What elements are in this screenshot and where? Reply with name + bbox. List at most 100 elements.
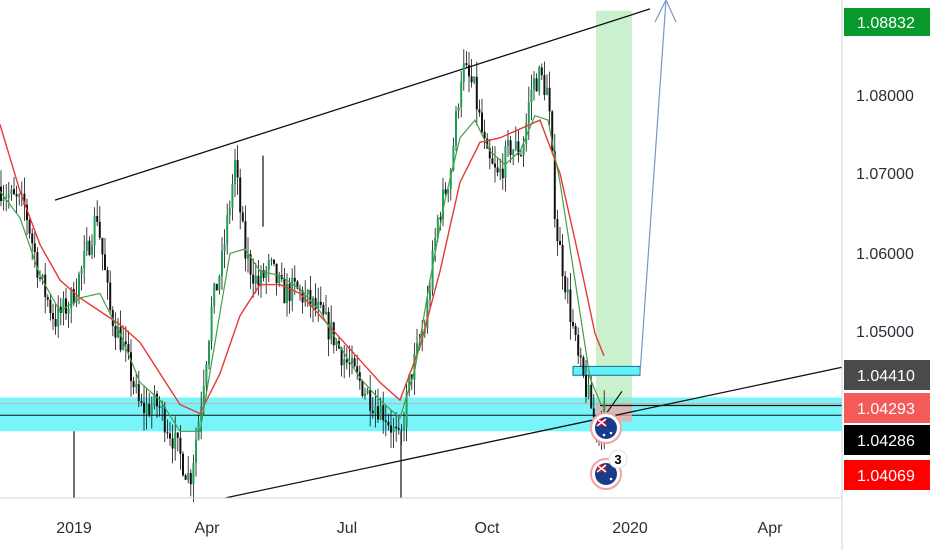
stop-price-badge: 1.04293 xyxy=(844,393,930,423)
candle-body xyxy=(156,393,158,407)
candle-body xyxy=(293,277,296,282)
candle-body xyxy=(384,420,387,422)
y-tick-label: 1.05000 xyxy=(856,324,914,341)
candle-body xyxy=(353,358,356,367)
candle-body xyxy=(130,352,132,382)
candle-body xyxy=(150,406,153,415)
candle-body xyxy=(13,189,15,195)
candle-body xyxy=(187,472,190,480)
stop-price-label: 1.04293 xyxy=(857,401,915,418)
candle-body xyxy=(306,289,309,295)
plot-area[interactable] xyxy=(0,0,843,502)
candle-body xyxy=(436,217,439,239)
candle-body xyxy=(98,221,101,238)
candle-body xyxy=(345,359,348,363)
candle-body xyxy=(553,151,556,220)
candle-body xyxy=(351,358,353,364)
candle-body xyxy=(267,259,270,271)
candle-body xyxy=(114,326,117,338)
candle-body xyxy=(403,426,405,430)
candle-body xyxy=(161,407,164,409)
candle-body xyxy=(444,189,447,194)
candle-body xyxy=(590,384,593,409)
candle-body xyxy=(496,167,499,173)
candle-body xyxy=(465,63,468,66)
candle-body xyxy=(356,366,359,373)
candle-body xyxy=(124,341,127,345)
candle-body xyxy=(379,405,382,420)
candle-body xyxy=(564,276,567,293)
candle-body xyxy=(260,270,262,286)
candle-body xyxy=(377,406,379,420)
target-price-badge: 1.08832 xyxy=(844,8,930,36)
candle-body xyxy=(452,145,455,170)
candle-body xyxy=(527,102,530,124)
candle-body xyxy=(221,251,223,277)
candle-body xyxy=(195,439,197,463)
candle-body xyxy=(179,437,182,454)
candle-body xyxy=(494,163,496,168)
candle-body xyxy=(572,322,574,326)
candle-body xyxy=(210,306,213,342)
candle-body xyxy=(577,334,580,356)
candle-body xyxy=(127,344,130,353)
candle-body xyxy=(28,220,31,234)
candle-body xyxy=(39,277,41,279)
candle-body xyxy=(236,160,239,178)
candle-body xyxy=(163,407,166,433)
candle-body xyxy=(462,63,465,82)
support-price-badge: 1.04286 xyxy=(844,425,930,455)
candle-body xyxy=(309,289,312,306)
candle-body xyxy=(122,341,125,350)
candle-body xyxy=(283,279,286,304)
candle-body xyxy=(57,306,60,327)
candle-body xyxy=(226,215,229,245)
candle-body xyxy=(397,428,400,430)
candle-body xyxy=(88,240,91,255)
candle-body xyxy=(96,215,99,222)
candle-body xyxy=(475,76,478,110)
candle-body xyxy=(325,311,327,314)
event-count-label: 3 xyxy=(614,452,621,467)
candle-body xyxy=(504,145,507,179)
candle-body xyxy=(429,290,431,300)
candle-body xyxy=(408,374,411,393)
time-axis[interactable]: 2019 Apr Jul Oct 2020 Apr xyxy=(56,520,783,537)
candle-body xyxy=(213,283,216,307)
candle-body xyxy=(533,78,535,90)
candle-body xyxy=(67,308,70,314)
candle-body xyxy=(135,384,138,388)
candle-body xyxy=(171,438,174,449)
candle-body xyxy=(530,89,533,103)
support-zone xyxy=(0,397,842,432)
candle-body xyxy=(551,111,554,152)
event-flag-group-icon[interactable]: 3 xyxy=(590,449,628,490)
moving-average-slow-line xyxy=(0,119,605,415)
candle-body xyxy=(244,221,247,259)
candle-body xyxy=(234,160,236,185)
candle-body xyxy=(132,381,135,388)
candle-body xyxy=(80,268,83,275)
x-tick-label: Jul xyxy=(337,520,357,537)
price-axis[interactable]: 1.08000 1.07000 1.06000 1.05000 xyxy=(856,88,914,341)
low-price-label: 1.04069 xyxy=(857,468,915,485)
candle-body xyxy=(520,155,522,157)
candle-body xyxy=(189,472,192,485)
candle-body xyxy=(447,189,450,194)
candle-body xyxy=(582,357,585,376)
event-flag-icon[interactable] xyxy=(590,412,622,444)
candle-body xyxy=(273,259,275,264)
channel-upper-line xyxy=(54,8,651,201)
candle-body xyxy=(392,426,395,433)
candle-body xyxy=(109,282,112,311)
candle-body xyxy=(442,189,444,220)
candle-body xyxy=(62,298,65,313)
candle-body xyxy=(15,194,18,197)
candle-body xyxy=(468,65,470,77)
candle-body xyxy=(491,158,494,164)
candle-body xyxy=(579,355,582,358)
candle-body xyxy=(455,110,457,146)
candle-body xyxy=(140,401,143,403)
candle-body xyxy=(166,432,169,434)
